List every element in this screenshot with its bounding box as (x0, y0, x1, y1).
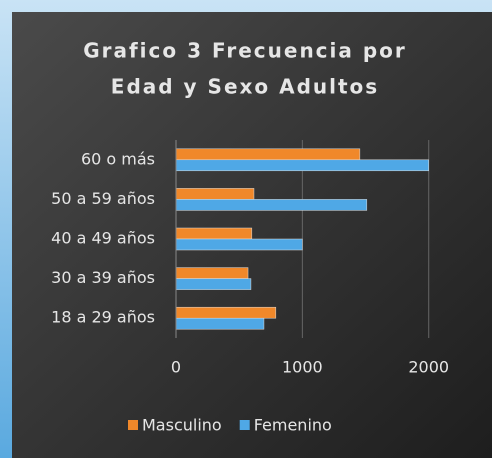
bar (175, 188, 255, 200)
bar (175, 148, 361, 161)
legend-swatch (128, 420, 138, 430)
y-tick-label: 50 a 59 años (51, 189, 155, 208)
y-tick-label: 40 a 49 años (51, 229, 155, 248)
bar (175, 267, 249, 279)
y-tick-label: 18 a 29 años (51, 308, 155, 327)
bar (175, 199, 368, 211)
bar (175, 306, 277, 319)
bar (175, 227, 253, 240)
y-tick-label: 30 a 39 años (51, 268, 155, 287)
bar (175, 278, 252, 290)
bar (175, 317, 265, 330)
x-tick-label: 2000 (408, 358, 449, 377)
y-tick-label: 60 o más (81, 149, 155, 168)
bar (175, 159, 429, 172)
x-tick-label: 0 (171, 358, 181, 377)
legend-label: Masculino (142, 416, 222, 435)
legend-label: Femenino (254, 416, 332, 435)
x-tick-label: 1000 (282, 358, 323, 377)
chart-title: Grafico 3 Frecuencia por (83, 39, 407, 63)
legend-swatch (239, 420, 250, 430)
chart-title: Edad y Sexo Adultos (111, 75, 379, 99)
bar (175, 238, 303, 251)
